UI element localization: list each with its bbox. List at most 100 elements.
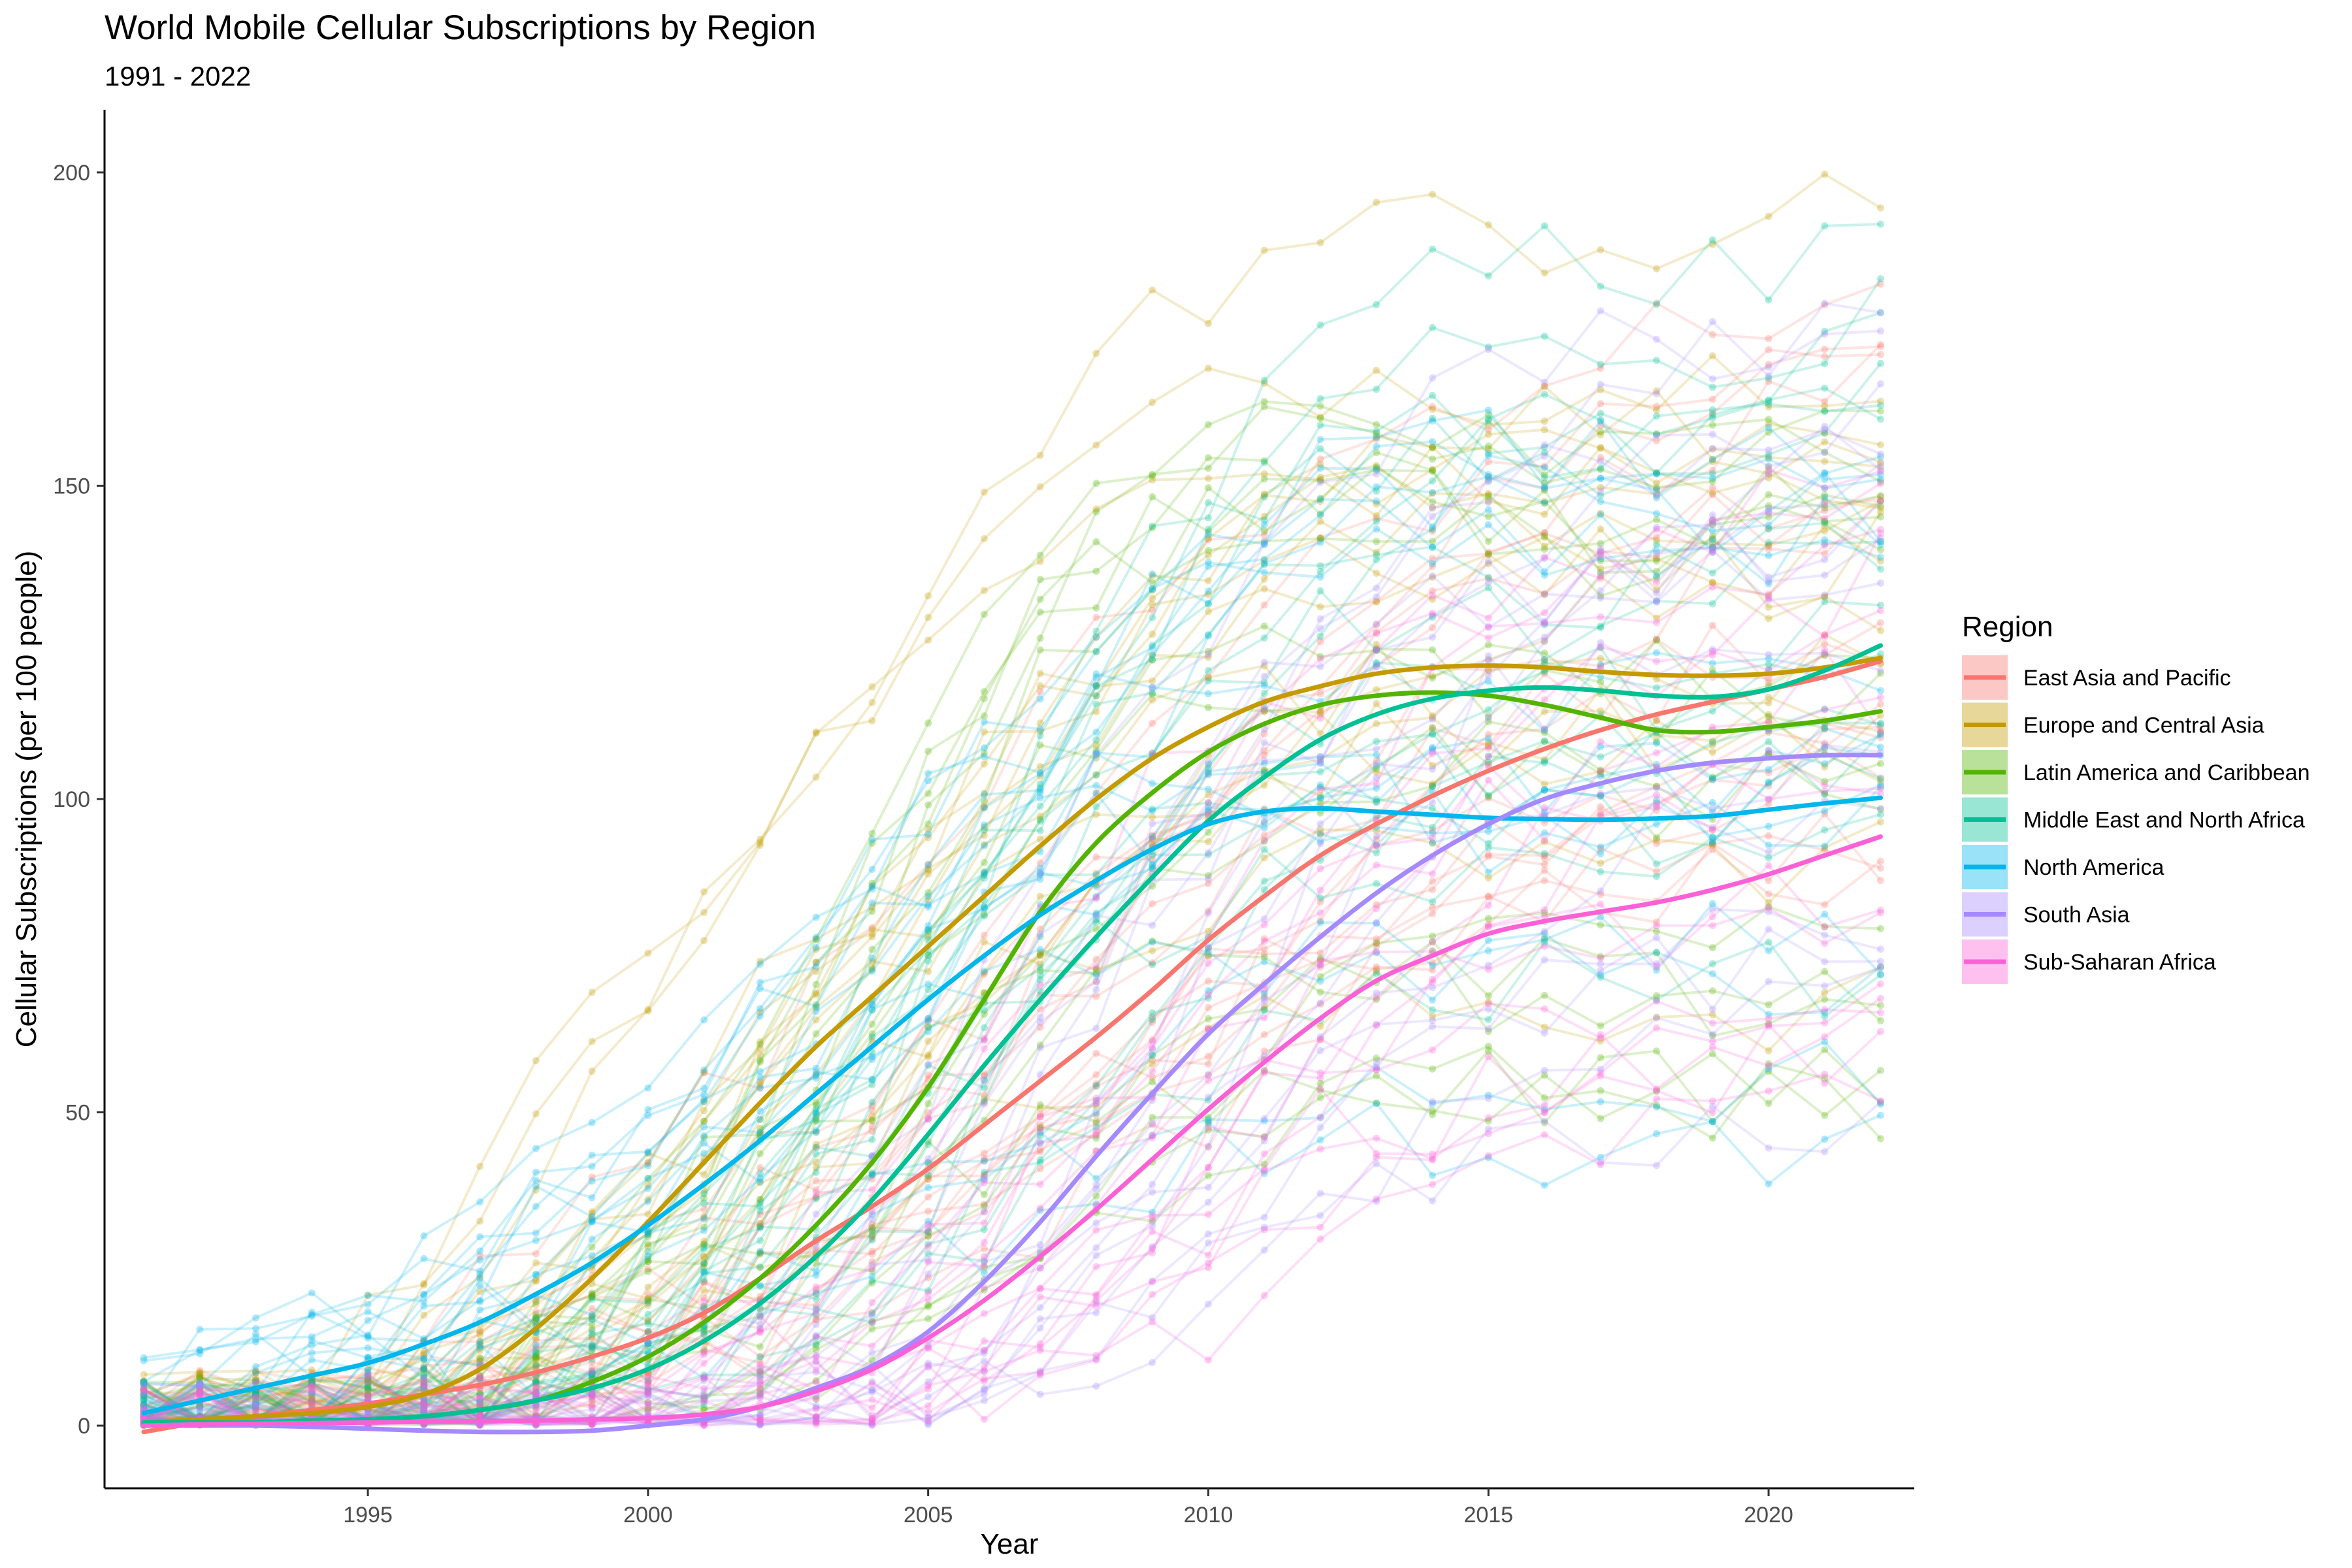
country-point: [700, 1401, 708, 1409]
country-point: [1092, 892, 1100, 900]
country-point: [1597, 547, 1605, 555]
country-point: [868, 1325, 876, 1333]
country-point: [868, 1001, 876, 1009]
country-point: [1597, 557, 1605, 564]
country-point: [196, 1388, 204, 1396]
country-point: [588, 1333, 596, 1341]
country-point: [1541, 333, 1548, 340]
country-point: [1149, 642, 1156, 649]
country-point: [1429, 672, 1436, 680]
country-point: [1765, 1144, 1772, 1152]
country-point: [588, 1252, 596, 1260]
country-point: [644, 1340, 652, 1348]
country-point: [1036, 875, 1044, 883]
country-point: [196, 1367, 204, 1375]
country-point: [1429, 725, 1436, 732]
country-point: [1149, 1051, 1156, 1059]
country-point: [588, 1396, 596, 1403]
country-point: [1765, 453, 1772, 461]
country-point: [588, 1218, 596, 1226]
country-point: [1877, 480, 1884, 487]
country-point: [980, 1226, 988, 1233]
country-point: [532, 1351, 540, 1359]
country-point: [924, 1015, 932, 1022]
country-point: [1260, 730, 1268, 738]
country-point: [308, 1390, 316, 1397]
country-point: [812, 1143, 820, 1151]
country-point: [1541, 934, 1548, 942]
country-point: [1036, 971, 1044, 979]
country-point: [1821, 760, 1829, 768]
country-point: [868, 882, 876, 890]
country-point: [532, 1354, 540, 1362]
country-point: [1821, 706, 1829, 713]
country-point: [1373, 629, 1380, 636]
country-point: [420, 1302, 428, 1310]
country-point: [308, 1393, 316, 1401]
country-point: [980, 1397, 988, 1405]
country-point: [1260, 990, 1268, 998]
country-point: [1708, 1043, 1716, 1051]
country-point: [1036, 1371, 1044, 1379]
country-point: [868, 1236, 876, 1244]
chart-title: World Mobile Cellular Subscriptions by R…: [105, 8, 816, 47]
country-point: [1708, 569, 1716, 577]
country-point: [1204, 587, 1212, 595]
legend-item: Sub-Saharan Africa: [1962, 939, 2216, 984]
country-point: [1821, 398, 1829, 405]
country-point: [1204, 770, 1212, 777]
country-point: [1260, 679, 1268, 687]
country-point: [308, 1311, 316, 1318]
country-point: [868, 879, 876, 887]
country-point: [1429, 391, 1436, 399]
country-point: [1765, 1001, 1772, 1009]
country-point: [756, 1381, 764, 1389]
country-point: [1597, 674, 1605, 681]
country-point: [1204, 960, 1212, 967]
country-point: [1316, 1190, 1324, 1197]
country-point: [1597, 568, 1605, 576]
country-point: [1877, 497, 1884, 504]
country-point: [756, 960, 764, 968]
country-point: [1149, 834, 1156, 842]
country-point: [588, 1370, 596, 1378]
country-point: [756, 1328, 764, 1335]
country-point: [1597, 971, 1605, 979]
country-point: [1260, 877, 1268, 885]
country-point: [364, 1308, 372, 1316]
country-point: [1484, 623, 1492, 630]
country-point: [1149, 1037, 1156, 1045]
country-point: [1373, 470, 1380, 478]
country-point: [1877, 877, 1884, 885]
country-point: [924, 865, 932, 873]
country-point: [1373, 435, 1380, 443]
country-point: [1708, 445, 1716, 453]
country-point: [1149, 613, 1156, 621]
country-point: [588, 1293, 596, 1301]
country-point: [1541, 670, 1548, 678]
country-point: [1373, 646, 1380, 654]
country-point: [1149, 851, 1156, 859]
country-point: [1653, 432, 1660, 439]
country-point: [1316, 495, 1324, 503]
country-point: [1597, 973, 1605, 981]
country-point: [868, 968, 876, 975]
country-point: [1260, 992, 1268, 1000]
country-point: [1821, 725, 1829, 732]
country-point: [700, 1279, 708, 1286]
country-point: [1036, 741, 1044, 749]
country-point: [364, 1384, 372, 1392]
country-point: [1260, 1226, 1268, 1233]
country-point: [1765, 655, 1772, 662]
country-point: [1204, 632, 1212, 640]
country-point: [1821, 517, 1829, 525]
country-point: [1204, 909, 1212, 917]
country-point: [980, 841, 988, 848]
country-point: [1708, 833, 1716, 841]
country-point: [1036, 960, 1044, 968]
country-point: [1877, 687, 1884, 694]
country-point: [1541, 426, 1548, 434]
country-point: [756, 1199, 764, 1207]
country-point: [1316, 1036, 1324, 1043]
country-point: [980, 1084, 988, 1092]
